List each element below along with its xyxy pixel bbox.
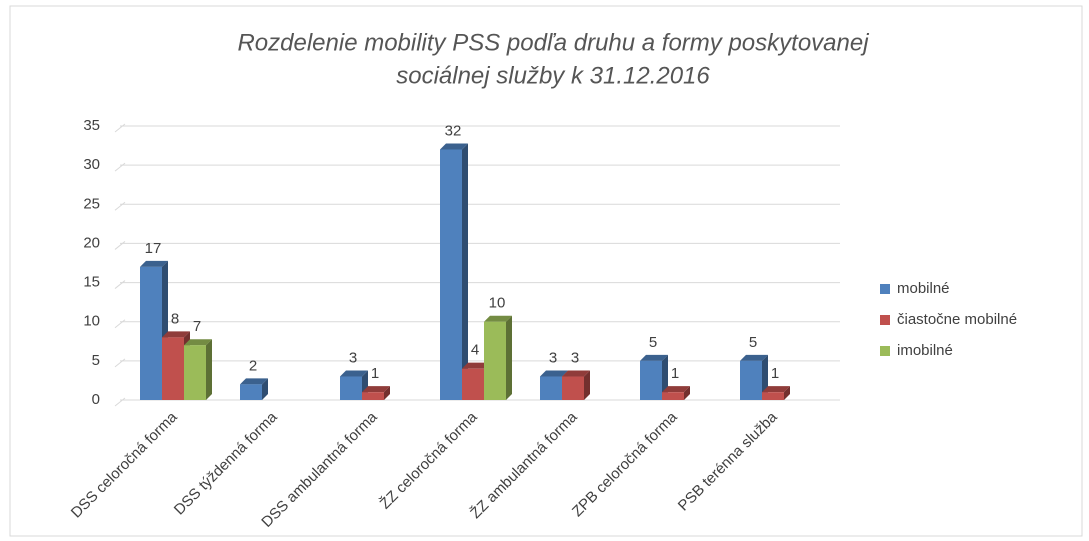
axis-depth bbox=[114, 241, 126, 250]
bar bbox=[440, 143, 468, 400]
data-label: 8 bbox=[171, 310, 179, 327]
axis-depth bbox=[114, 123, 126, 133]
bar-face bbox=[462, 362, 490, 369]
data-label: 2 bbox=[249, 357, 257, 374]
bar-face bbox=[162, 337, 184, 400]
bar-face bbox=[262, 378, 268, 400]
bar-face bbox=[562, 376, 584, 400]
bar-face bbox=[362, 386, 390, 393]
legend-label: čiastočne mobilné bbox=[897, 311, 1017, 328]
bar bbox=[240, 378, 268, 400]
bar-face bbox=[462, 368, 484, 400]
legend-label: imobilné bbox=[897, 342, 953, 359]
y-tick-label: 25 bbox=[83, 195, 100, 212]
bar-face bbox=[540, 370, 568, 377]
bar-face bbox=[640, 354, 668, 361]
bar-face bbox=[484, 315, 512, 322]
axis-depth bbox=[114, 201, 126, 211]
bar-face bbox=[362, 392, 384, 400]
legend-label: mobilné bbox=[897, 280, 950, 297]
bar-face bbox=[740, 354, 768, 361]
y-tick-label: 35 bbox=[83, 117, 100, 134]
bar bbox=[562, 370, 590, 400]
bar-face bbox=[184, 339, 212, 346]
bar-face bbox=[684, 386, 690, 400]
data-label: 1 bbox=[771, 365, 779, 382]
data-label: 5 bbox=[649, 334, 657, 351]
bar-face bbox=[462, 143, 468, 400]
data-label: 17 bbox=[145, 240, 162, 257]
data-label: 5 bbox=[749, 334, 757, 351]
bar bbox=[762, 386, 790, 400]
chart-title: Rozdelenie mobility PSS podľa druhu a fo… bbox=[237, 29, 869, 56]
bar-face bbox=[562, 370, 590, 377]
data-label: 1 bbox=[671, 365, 679, 382]
data-label: 7 bbox=[193, 318, 201, 335]
bar bbox=[362, 386, 390, 400]
bar-face bbox=[240, 384, 262, 400]
axis-depth bbox=[114, 397, 126, 407]
data-label: 1 bbox=[371, 365, 379, 382]
bar-face bbox=[340, 376, 362, 400]
bar-face bbox=[340, 370, 368, 377]
bar-face bbox=[440, 149, 462, 400]
bar-face bbox=[206, 339, 212, 400]
data-label: 4 bbox=[471, 342, 479, 359]
legend-swatch bbox=[880, 315, 890, 325]
bar-face bbox=[762, 392, 784, 400]
chart-title: sociálnej služby k 31.12.2016 bbox=[396, 62, 710, 89]
bar-face bbox=[506, 315, 512, 400]
axis-depth bbox=[114, 280, 126, 289]
data-label: 3 bbox=[549, 349, 557, 366]
bar-face bbox=[140, 260, 168, 267]
bar-face bbox=[662, 386, 690, 393]
legend-swatch bbox=[880, 346, 890, 356]
y-tick-label: 30 bbox=[83, 156, 100, 173]
bar-face bbox=[762, 386, 790, 393]
legend-swatch bbox=[880, 284, 890, 294]
bar-face bbox=[584, 370, 590, 400]
data-label: 10 bbox=[489, 295, 506, 312]
axis-depth bbox=[114, 358, 126, 368]
y-tick-label: 15 bbox=[83, 274, 100, 291]
bar-face bbox=[740, 360, 762, 400]
bar-face bbox=[162, 331, 190, 338]
bar-face bbox=[784, 386, 790, 400]
bar-face bbox=[640, 360, 662, 400]
chart-border bbox=[9, 5, 1083, 537]
y-tick-label: 0 bbox=[92, 391, 100, 408]
y-tick-label: 10 bbox=[83, 313, 100, 330]
data-label: 32 bbox=[445, 122, 462, 139]
bar bbox=[184, 339, 212, 400]
axis-depth bbox=[114, 162, 126, 172]
bar bbox=[484, 315, 512, 400]
axis-depth bbox=[114, 319, 126, 329]
bar-face bbox=[140, 266, 162, 400]
bar-face bbox=[662, 392, 684, 400]
bar-face bbox=[240, 378, 268, 385]
data-label: 3 bbox=[571, 349, 579, 366]
bar-face bbox=[184, 345, 206, 400]
bar bbox=[662, 386, 690, 400]
y-tick-label: 20 bbox=[83, 234, 100, 251]
data-label: 3 bbox=[349, 349, 357, 366]
y-tick-label: 5 bbox=[92, 352, 100, 369]
bar-face bbox=[484, 321, 506, 400]
bar-face bbox=[440, 143, 468, 150]
bar-face bbox=[540, 376, 562, 400]
bar-face bbox=[384, 386, 390, 400]
